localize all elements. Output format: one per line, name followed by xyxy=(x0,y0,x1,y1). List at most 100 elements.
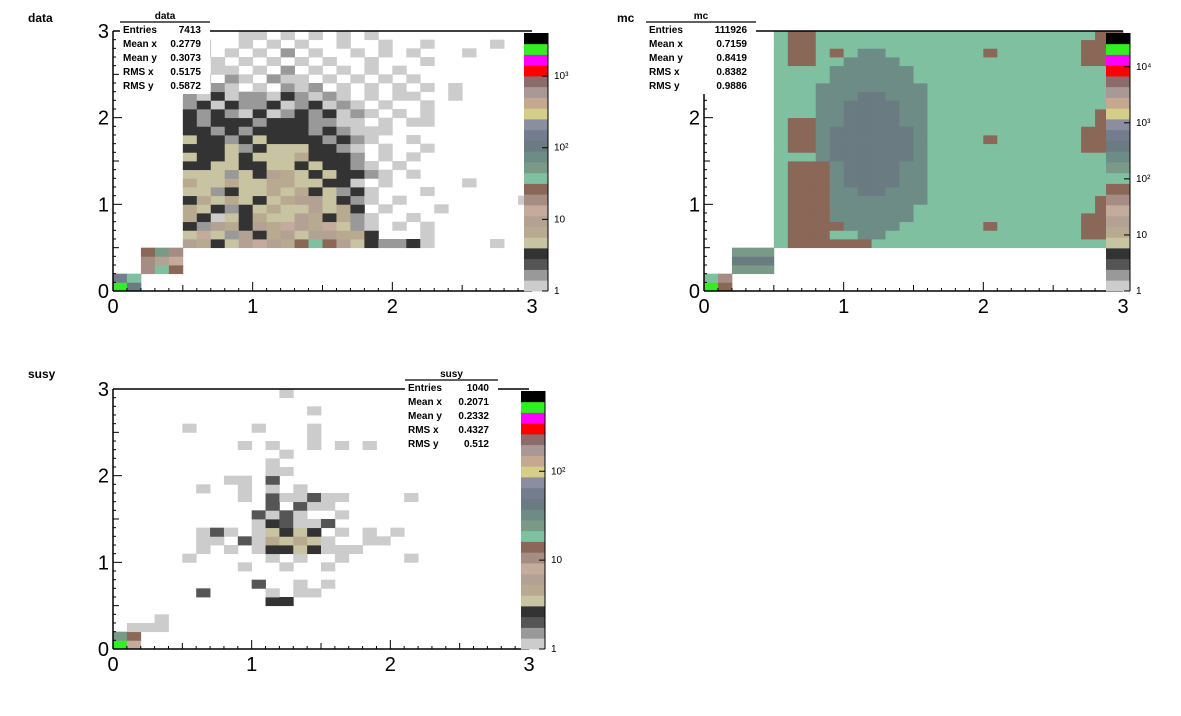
heatmap-cell xyxy=(983,57,998,67)
heatmap-cell xyxy=(350,213,365,223)
heatmap-cell xyxy=(927,31,942,41)
palette-tick-label: 10² xyxy=(551,466,566,477)
palette-tick-label: 1 xyxy=(554,286,560,297)
heatmap-cell xyxy=(787,187,803,197)
heatmap-cell xyxy=(294,230,309,240)
heatmap-cell xyxy=(237,536,253,546)
heatmap-cell xyxy=(334,441,350,451)
heatmap-cell xyxy=(196,527,211,537)
heatmap-cell xyxy=(717,282,733,292)
palette-tick-label: 1 xyxy=(1136,286,1142,297)
heatmap-cell xyxy=(252,83,268,93)
heatmap-cell xyxy=(392,91,407,101)
heatmap-cell xyxy=(378,152,393,162)
palette-swatch xyxy=(524,129,548,141)
heatmap-cell xyxy=(322,161,337,171)
heatmap-cell xyxy=(294,109,309,119)
heatmap-cell xyxy=(871,39,886,49)
heatmap-cell xyxy=(280,230,295,240)
heatmap-cell xyxy=(1053,39,1068,49)
heatmap-cell xyxy=(350,161,365,171)
heatmap-cell xyxy=(251,519,266,529)
heatmap-cell xyxy=(1095,161,1110,171)
heatmap-cell xyxy=(843,83,859,93)
heatmap-cell xyxy=(941,31,956,41)
heatmap-cell xyxy=(885,213,900,223)
heatmap-cell xyxy=(336,221,351,231)
heatmap-cell xyxy=(1067,100,1082,110)
heatmap-cell xyxy=(829,239,845,249)
heatmap-cell xyxy=(1025,230,1040,240)
heatmap-cell xyxy=(899,221,914,231)
heatmap-cell xyxy=(829,57,845,67)
heatmap-cell xyxy=(885,126,900,136)
palette-swatch xyxy=(524,280,548,292)
heatmap-cell xyxy=(829,109,845,119)
heatmap-cell xyxy=(773,57,789,67)
heatmap-cell xyxy=(1081,135,1096,145)
heatmap-cell xyxy=(140,623,155,633)
heatmap-cell xyxy=(307,423,322,433)
heatmap-cell xyxy=(280,74,295,84)
heatmap-cell xyxy=(969,204,984,214)
heatmap-cell xyxy=(969,65,984,75)
heatmap-cell xyxy=(364,109,379,119)
stats-box xyxy=(120,22,210,94)
heatmap-cell xyxy=(1067,135,1082,145)
heatmap-cell xyxy=(815,135,831,145)
heatmap-cell xyxy=(829,169,845,179)
heatmap-cell xyxy=(1025,117,1040,127)
heatmap-cell xyxy=(969,239,984,249)
heatmap-cell xyxy=(1067,178,1082,188)
heatmap-cell xyxy=(252,195,268,205)
heatmap-cell xyxy=(843,213,859,223)
palette-swatch xyxy=(524,119,548,131)
heatmap-cell xyxy=(857,31,872,41)
heatmap-cell xyxy=(941,109,956,119)
heatmap-cell xyxy=(406,48,421,58)
heatmap-cell xyxy=(1039,239,1054,249)
y-tick-label: 2 xyxy=(689,108,700,130)
heatmap-cell xyxy=(280,178,295,188)
heatmap-cell xyxy=(252,117,268,127)
heatmap-cell xyxy=(787,143,803,153)
palette-swatch xyxy=(521,444,545,456)
heatmap-cell xyxy=(815,100,831,110)
heatmap-cell xyxy=(1039,143,1054,153)
heatmap-cell xyxy=(1011,117,1026,127)
stats-value: 0.8419 xyxy=(716,53,747,64)
heatmap-cell xyxy=(279,493,294,503)
heatmap-cell xyxy=(927,161,942,171)
heatmap-cell xyxy=(941,117,956,127)
heatmap-cell xyxy=(955,57,970,67)
heatmap-cell xyxy=(843,109,859,119)
heatmap-cell xyxy=(265,475,280,485)
heatmap-cell xyxy=(1011,109,1026,119)
heatmap-cell xyxy=(969,152,984,162)
heatmap-cell xyxy=(280,91,295,101)
heatmap-cell xyxy=(843,48,859,58)
heatmap-cell xyxy=(857,126,872,136)
y-tick-label: 0 xyxy=(689,281,700,303)
heatmap-cell xyxy=(1053,152,1068,162)
heatmap-cell xyxy=(293,510,308,520)
heatmap-cell xyxy=(815,83,831,93)
heatmap-cell xyxy=(801,221,817,231)
heatmap-cell xyxy=(1067,161,1082,171)
heatmap-cell xyxy=(1039,187,1054,197)
stats-label: RMS y xyxy=(649,81,680,92)
heatmap-cell xyxy=(997,178,1012,188)
heatmap-cell xyxy=(293,579,308,589)
heatmap-cell xyxy=(1081,169,1096,179)
heatmap-cell xyxy=(871,239,886,249)
heatmap-cell xyxy=(266,135,281,145)
stats-value: 1040 xyxy=(467,383,490,394)
heatmap-cell xyxy=(280,152,295,162)
heatmap-cell xyxy=(997,195,1012,205)
heatmap-cell xyxy=(773,65,789,75)
x-tick-label: 3 xyxy=(526,296,537,318)
heatmap-cell xyxy=(857,135,872,145)
heatmap-cell xyxy=(364,187,379,197)
heatmap-cell xyxy=(885,100,900,110)
heatmap-cell xyxy=(406,135,421,145)
